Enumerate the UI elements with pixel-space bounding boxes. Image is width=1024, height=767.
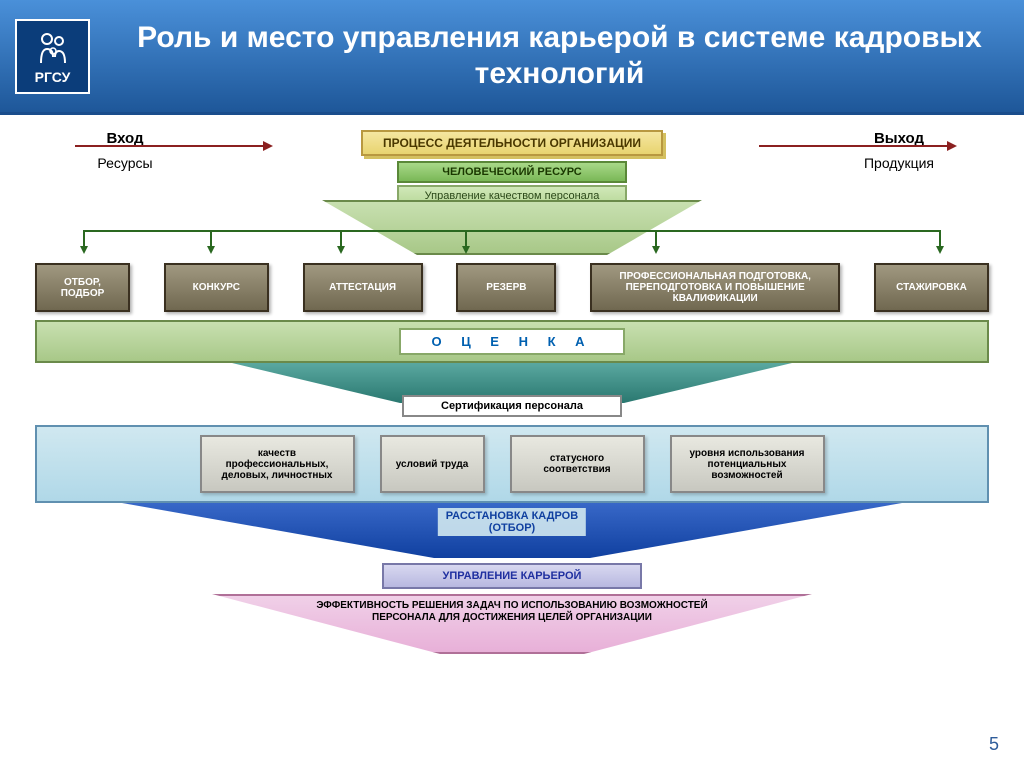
functions-row: ОТБОР, ПОДБОР КОНКУРС АТТЕСТАЦИЯ РЕЗЕРВ ПРОФ…	[35, 263, 989, 312]
resource-box: ЧЕЛОВЕЧЕСКИЙ РЕСУРС	[397, 161, 627, 183]
certification-box: Сертификация персонала	[402, 395, 622, 417]
page-number: 5	[989, 734, 999, 755]
slide-content: Вход Ресурсы ПРОЦЕСС ДЕЯТЕЛЬНОСТИ ОРГАНИ…	[0, 115, 1024, 765]
effectiveness-text: ЭФФЕКТИВНОСТЬ РЕШЕНИЯ ЗАДАЧ ПО ИСПОЛЬЗОВ…	[302, 600, 722, 624]
exit-sub: Продукция	[809, 155, 989, 171]
entry-sub: Ресурсы	[35, 155, 215, 171]
assessment-label: О Ц Е Н К А	[399, 328, 624, 355]
io-row: Вход Ресурсы ПРОЦЕСС ДЕЯТЕЛЬНОСТИ ОРГАНИ…	[35, 130, 989, 185]
function-box-4: ПРОФЕССИОНАЛЬНАЯ ПОДГОТОВКА, ПЕРЕПОДГОТО…	[590, 263, 840, 312]
process-box: ПРОЦЕСС ДЕЯТЕЛЬНОСТИ ОРГАНИЗАЦИИ	[361, 130, 663, 156]
exit-block: Выход Продукция	[809, 130, 989, 171]
function-box-5: СТАЖИРОВКА	[874, 263, 989, 312]
exit-arrow	[759, 145, 949, 147]
assessment-strip: О Ц Е Н К А	[35, 320, 989, 363]
logo-text: РГСУ	[35, 69, 71, 85]
pink-funnel: ЭФФЕКТИВНОСТЬ РЕШЕНИЯ ЗАДАЧ ПО ИСПОЛЬЗОВ…	[212, 594, 812, 654]
placement-label: РАССТАНОВКА КАДРОВ(ОТБОР)	[438, 508, 586, 536]
connector-lines	[35, 230, 989, 250]
entry-arrow	[75, 145, 265, 147]
criteria-box-3: уровня использования потенциальных возмо…	[670, 435, 825, 493]
slide-header: РГСУ Роль и место управления карьерой в …	[0, 0, 1024, 115]
slide-title: Роль и место управления карьерой в систе…	[110, 20, 1009, 92]
function-box-0: ОТБОР, ПОДБОР	[35, 263, 130, 312]
top-center: ПРОЦЕСС ДЕЯТЕЛЬНОСТИ ОРГАНИЗАЦИИ ЧЕЛОВЕЧ…	[361, 130, 663, 207]
logo-icon	[33, 27, 73, 67]
function-box-2: АТТЕСТАЦИЯ	[303, 263, 423, 312]
criteria-box-2: статусного соответствия	[510, 435, 645, 493]
entry-block: Вход Ресурсы	[35, 130, 215, 171]
function-box-1: КОНКУРС	[164, 263, 269, 312]
criteria-box-1: условий труда	[380, 435, 485, 493]
criteria-box-0: качеств профессиональных, деловых, лично…	[200, 435, 355, 493]
management-box: УПРАВЛЕНИЕ КАРЬЕРОЙ	[382, 563, 642, 589]
logo: РГСУ	[15, 19, 90, 94]
criteria-row: качеств профессиональных, деловых, лично…	[35, 425, 989, 503]
function-box-3: РЕЗЕРВ	[456, 263, 556, 312]
